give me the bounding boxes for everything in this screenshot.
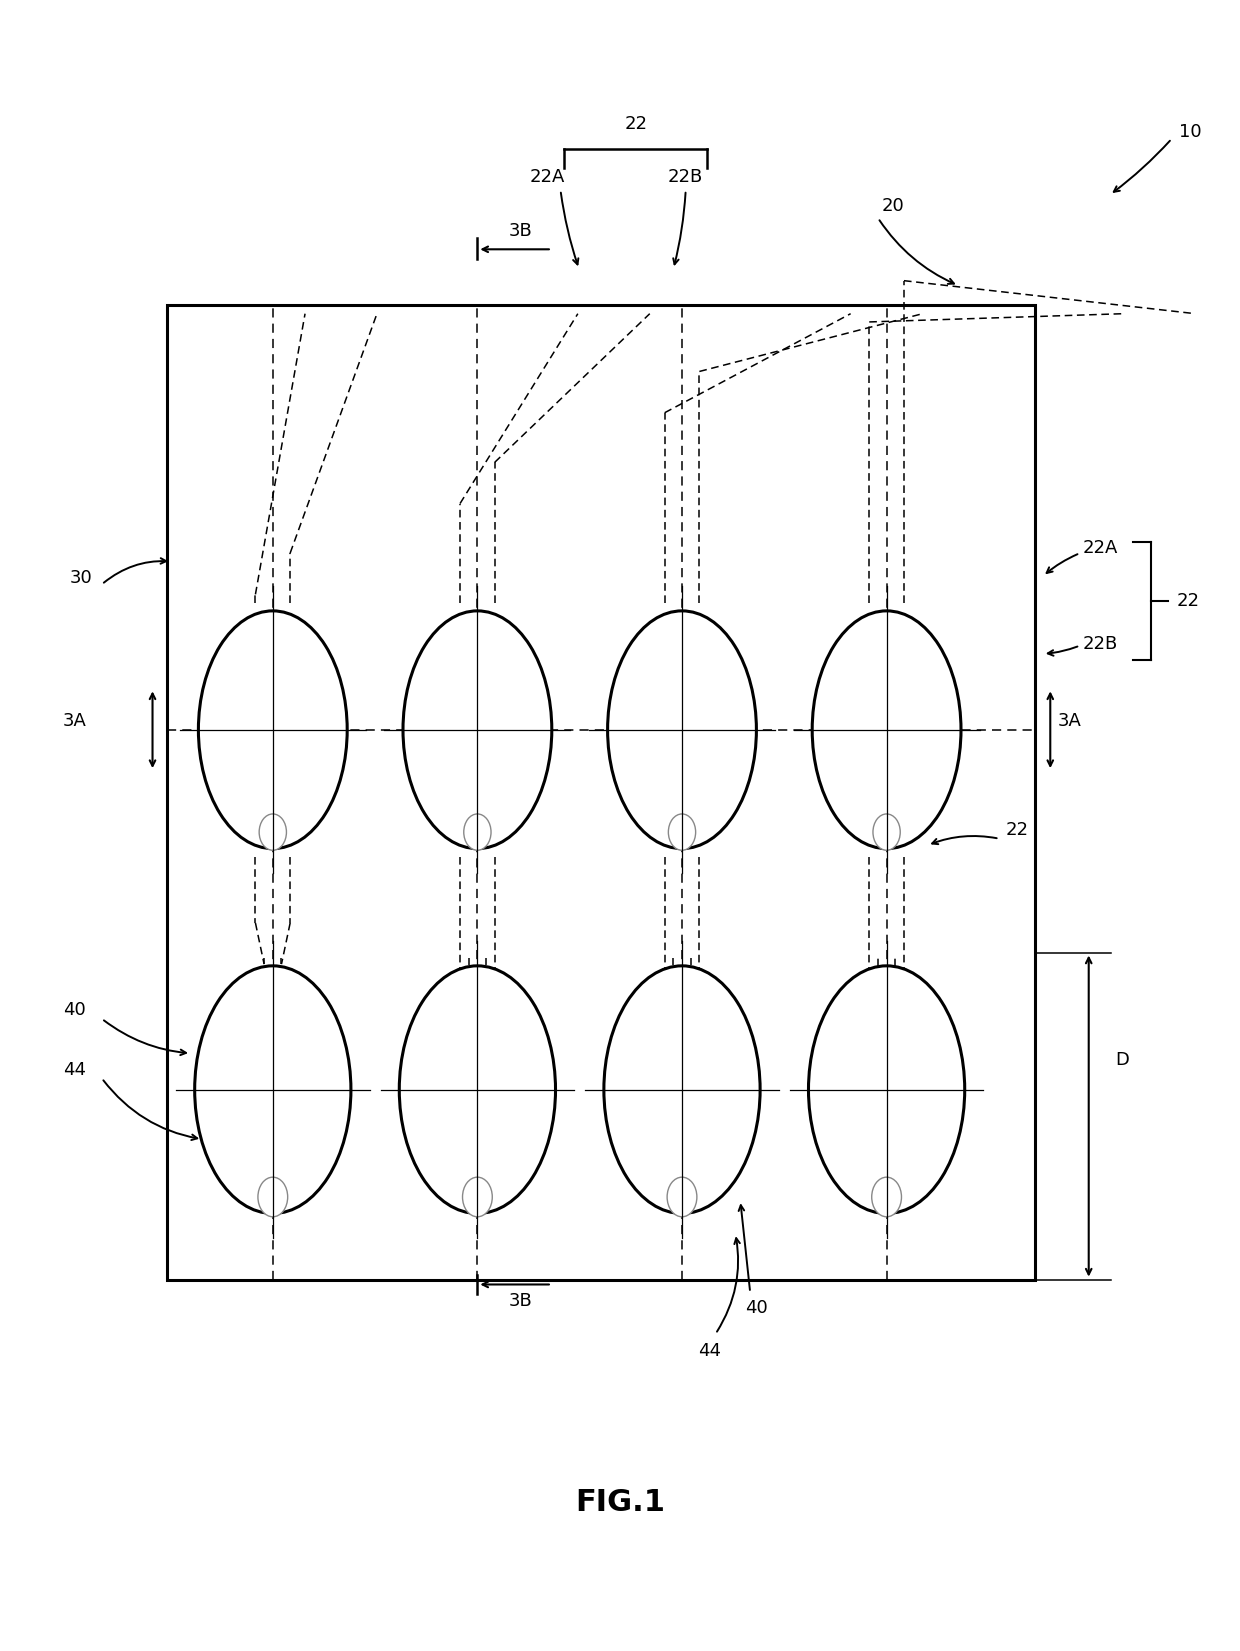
Text: 20: 20 [882,198,904,215]
Ellipse shape [873,814,900,850]
Text: 44: 44 [698,1342,720,1359]
Text: FIG.1: FIG.1 [575,1488,665,1517]
Text: 22: 22 [625,116,647,132]
Text: 3B: 3B [508,1293,532,1309]
Ellipse shape [812,611,961,849]
Ellipse shape [668,814,696,850]
Ellipse shape [195,966,351,1213]
Text: 30: 30 [69,570,92,586]
Ellipse shape [608,611,756,849]
Text: 3A: 3A [1058,713,1083,730]
Ellipse shape [258,1177,288,1217]
Text: 10: 10 [1179,124,1202,140]
Text: 3B: 3B [508,223,532,239]
Ellipse shape [399,966,556,1213]
Ellipse shape [403,611,552,849]
Text: 44: 44 [63,1062,86,1078]
Ellipse shape [463,1177,492,1217]
Ellipse shape [808,966,965,1213]
Text: 22: 22 [1177,593,1199,609]
Ellipse shape [604,966,760,1213]
Text: 22A: 22A [1083,540,1117,556]
Text: D: D [1115,1052,1130,1068]
Ellipse shape [667,1177,697,1217]
Ellipse shape [198,611,347,849]
Text: 40: 40 [745,1299,768,1316]
Text: 22B: 22B [668,168,703,185]
Bar [167,305,1035,1280]
Ellipse shape [464,814,491,850]
Text: 22A: 22A [529,168,564,185]
Text: 22: 22 [1006,822,1028,839]
Ellipse shape [872,1177,901,1217]
Ellipse shape [259,814,286,850]
Text: 40: 40 [63,1002,86,1019]
Text: 22B: 22B [1083,636,1117,652]
Text: 3A: 3A [62,713,87,730]
